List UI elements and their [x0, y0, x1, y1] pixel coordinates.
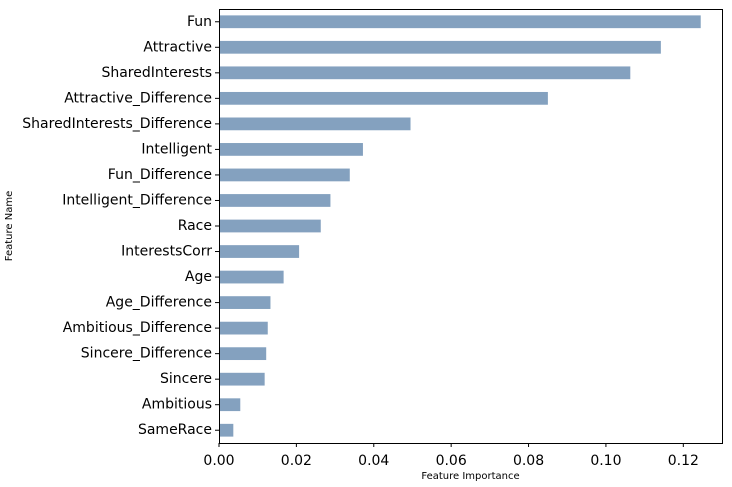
y-tick-label: Ambitious_Difference	[63, 320, 212, 336]
x-ticks: 0.00 0.02 0.04 0.06 0.08 0.10 0.12	[203, 443, 699, 469]
y-tick-label: Sincere	[160, 371, 212, 387]
x-tick-label: 0.00	[203, 453, 234, 469]
bar-interestscorr	[219, 245, 300, 258]
bar-sharedinterests-difference	[219, 117, 411, 131]
bars-group	[219, 15, 701, 437]
y-tick-label: Age	[185, 269, 212, 285]
y-tick-label: Attractive	[143, 39, 212, 55]
y-tick-labels: Fun Attractive SharedInterests Attractive_D…	[22, 14, 219, 438]
bar-ambitious-difference	[219, 321, 268, 335]
bar-fun-difference	[219, 168, 350, 182]
bar-samerace	[219, 423, 234, 437]
y-tick-label: SameRace	[138, 422, 212, 438]
y-tick-label: Race	[178, 218, 212, 234]
y-tick-label: Intelligent_Difference	[62, 192, 212, 208]
y-tick-label: SharedInterests	[101, 65, 212, 81]
bar-sincere-difference	[219, 347, 267, 361]
y-tick-label: Ambitious	[142, 397, 212, 413]
bar-ambitious	[219, 398, 241, 412]
bar-intelligent	[219, 143, 363, 156]
y-tick-label: Sincere_Difference	[81, 346, 212, 362]
bar-sincere	[219, 372, 265, 386]
x-tick-label: 0.04	[358, 453, 389, 469]
bar-fun	[219, 15, 701, 29]
y-tick-label: Attractive_Difference	[64, 90, 212, 106]
y-tick-label: Fun	[187, 14, 212, 30]
bar-attractive	[219, 40, 661, 54]
y-tick-label: SharedInterests_Difference	[22, 116, 212, 132]
bar-sharedinterests	[219, 66, 631, 80]
y-tick-label: Age_Difference	[106, 295, 212, 311]
y-tick-label: InterestsCorr	[121, 244, 212, 260]
x-tick-label: 0.02	[281, 453, 312, 469]
x-tick-label: 0.12	[668, 453, 699, 469]
plot-frame	[219, 9, 723, 444]
bar-age	[219, 270, 284, 284]
x-tick-label: 0.10	[590, 453, 621, 469]
x-tick-label: 0.08	[513, 453, 544, 469]
x-tick-label: 0.06	[436, 453, 467, 469]
y-tick-label: Intelligent	[141, 141, 212, 157]
x-axis-title: Feature Importance	[421, 471, 519, 482]
y-tick-label: Fun_Difference	[108, 167, 212, 183]
bar-attractive-difference	[219, 91, 548, 105]
bar-intelligent-difference	[219, 194, 331, 207]
bar-race	[219, 219, 321, 233]
y-axis-title: Feature Name	[4, 191, 15, 261]
bar-age-difference	[219, 296, 271, 309]
